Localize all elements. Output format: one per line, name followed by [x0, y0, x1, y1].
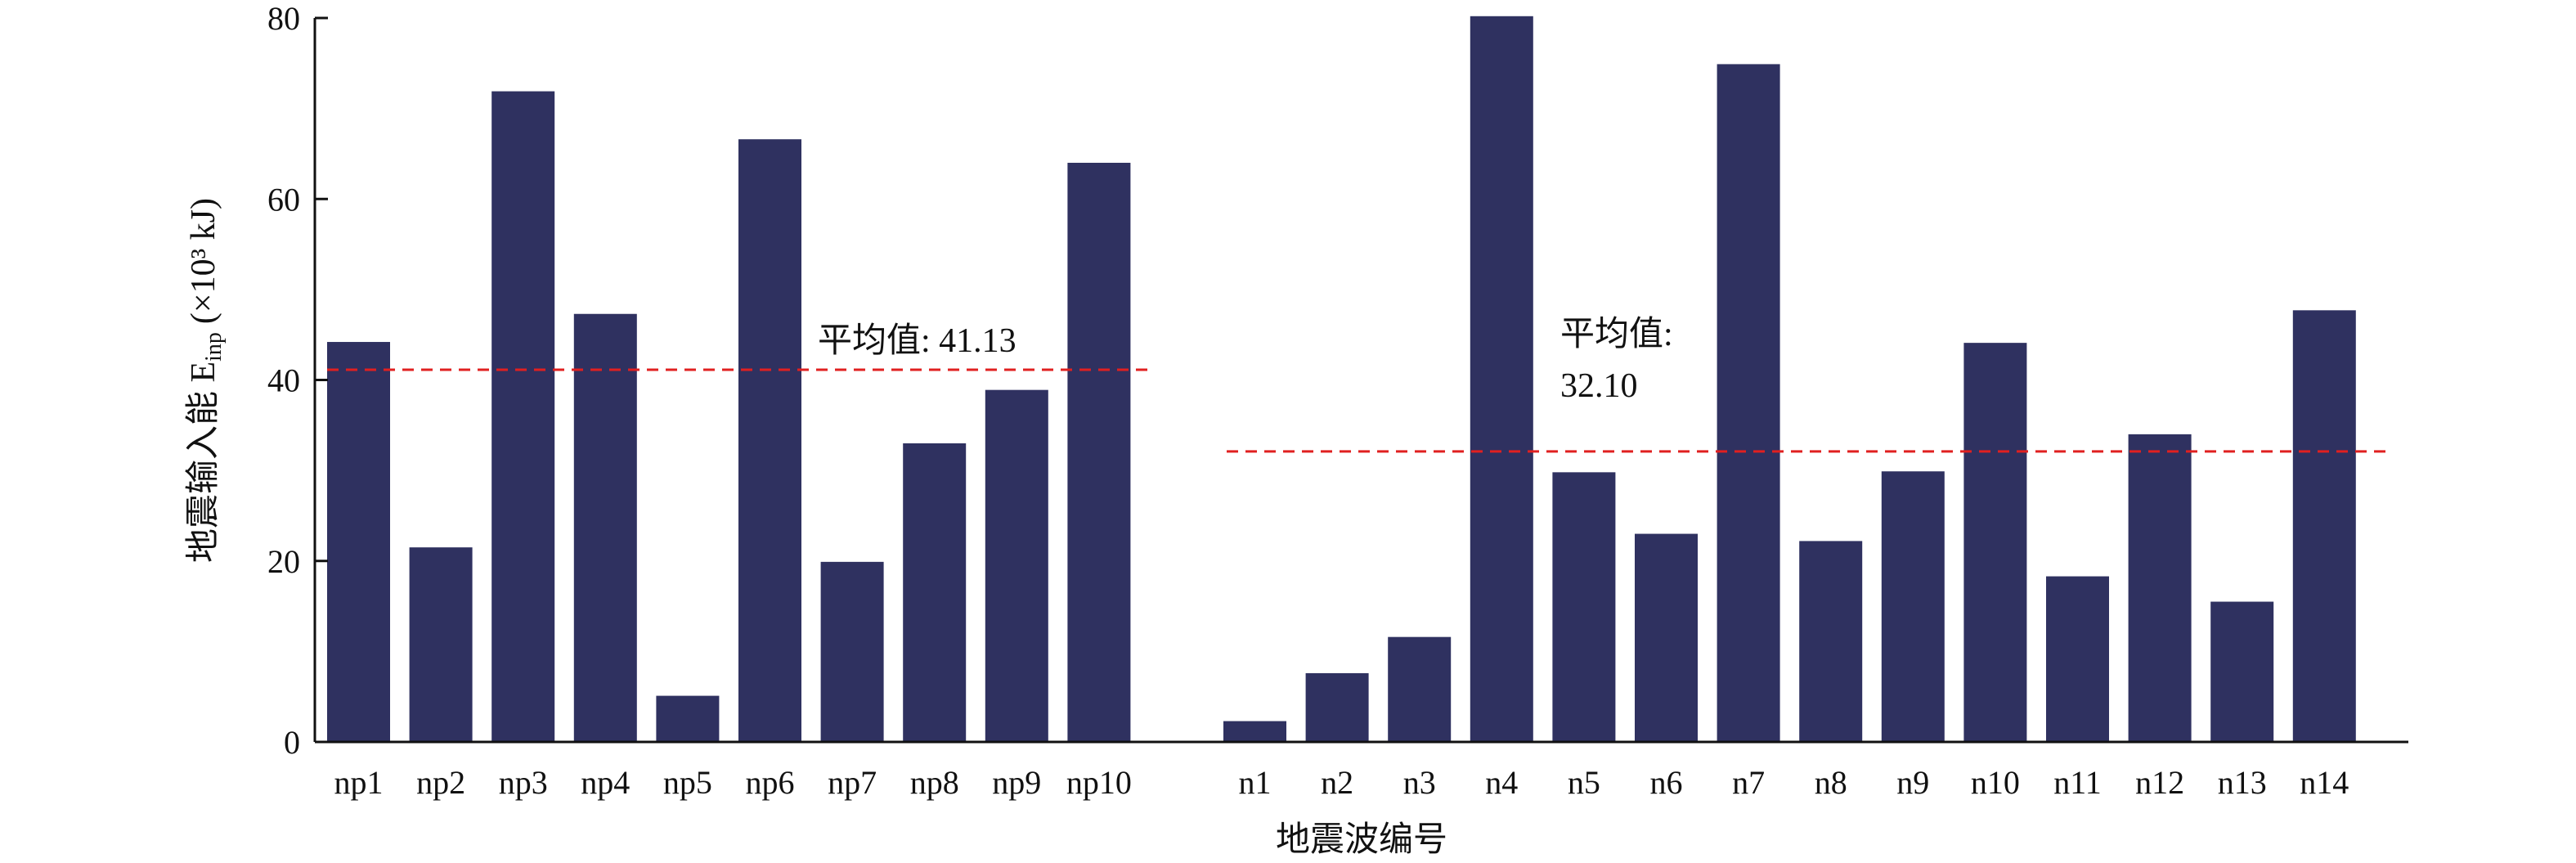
x-tick-label-np8: np8 — [910, 764, 959, 801]
bar-n8 — [1799, 541, 1863, 742]
bar-np2 — [409, 547, 473, 742]
bar-n1 — [1223, 721, 1286, 742]
bar-n12 — [2128, 434, 2192, 742]
y-axis-title-main: 地震输入能 E — [185, 362, 222, 563]
x-tick-label-np4: np4 — [581, 764, 630, 801]
bar-n11 — [2046, 576, 2109, 742]
x-tick-labels: np1 np2 np3 np4 np5 np6 np7 np8 np9 np10 n1 n2 n3 n4 n… — [334, 764, 2349, 801]
bar-n6 — [1635, 533, 1698, 742]
bar-np6 — [738, 139, 801, 743]
bar-n7 — [1717, 64, 1780, 742]
y-axis-title-unit: (×10³ kJ) — [185, 198, 222, 324]
y-axis-title: 地震输入能 Einp (×10³ kJ) — [185, 198, 227, 563]
x-tick-label-np7: np7 — [828, 764, 877, 801]
x-tick-label-np10: np10 — [1066, 764, 1132, 801]
x-tick-label-np9: np9 — [992, 764, 1041, 801]
y-axis-title-subscript: inp — [201, 332, 227, 362]
bar-n9 — [1881, 471, 1945, 742]
x-tick-label-np6: np6 — [746, 764, 795, 801]
x-tick-label-n14: n14 — [2300, 764, 2349, 801]
x-tick-label-n8: n8 — [1815, 764, 1847, 801]
x-tick-label-np2: np2 — [416, 764, 465, 801]
bar-np9 — [985, 389, 1048, 742]
y-tick-label: 60 — [267, 181, 300, 218]
x-tick-label-n3: n3 — [1403, 764, 1436, 801]
x-tick-label-n12: n12 — [2135, 764, 2184, 801]
bar-np8 — [903, 443, 967, 742]
x-tick-label-np1: np1 — [334, 764, 384, 801]
bar-np7 — [820, 561, 884, 742]
bar-n5 — [1552, 472, 1616, 742]
bar-np10 — [1067, 163, 1131, 742]
bar-np3 — [491, 91, 555, 742]
x-tick-label-np3: np3 — [499, 764, 548, 801]
bars-layer — [327, 16, 2356, 743]
x-tick-label-n13: n13 — [2218, 764, 2267, 801]
bar-n4 — [1470, 16, 1533, 743]
y-tick-label: 40 — [267, 362, 300, 399]
mean-lines — [327, 368, 2386, 453]
x-axis-title: 地震波编号 — [1276, 821, 1447, 859]
bar-n14 — [2292, 310, 2356, 743]
mean-label-group-1: 平均值: 41.13 — [818, 322, 1016, 360]
y-tick-label: 80 — [267, 0, 300, 37]
bar-n3 — [1388, 636, 1452, 742]
bar-np5 — [656, 695, 720, 742]
y-ticks: 0 20 40 60 80 — [267, 0, 328, 761]
bar-n2 — [1305, 672, 1369, 742]
x-tick-label-n2: n2 — [1321, 764, 1353, 801]
y-tick-label: 20 — [267, 543, 300, 580]
x-tick-label-n7: n7 — [1732, 764, 1765, 801]
x-tick-label-n6: n6 — [1650, 764, 1683, 801]
bar-n13 — [2210, 601, 2274, 742]
x-tick-label-n5: n5 — [1568, 764, 1600, 801]
mean-annotations: 平均值: 41.13 平均值: 32.10 — [818, 316, 1673, 405]
bar-np1 — [327, 342, 390, 742]
x-tick-label-n4: n4 — [1485, 764, 1518, 801]
bar-np4 — [573, 313, 637, 742]
mean-label-group-2-line-2: 32.10 — [1560, 367, 1638, 405]
x-tick-label-n11: n11 — [2053, 764, 2102, 801]
y-tick-label: 0 — [284, 724, 300, 761]
x-tick-label-n10: n10 — [1971, 764, 2020, 801]
x-tick-label-n9: n9 — [1896, 764, 1929, 801]
x-tick-label-n1: n1 — [1239, 764, 1272, 801]
mean-label-group-2-line-1: 平均值: — [1560, 316, 1673, 353]
x-tick-label-np5: np5 — [663, 764, 712, 801]
bar-n10 — [1963, 343, 2027, 742]
